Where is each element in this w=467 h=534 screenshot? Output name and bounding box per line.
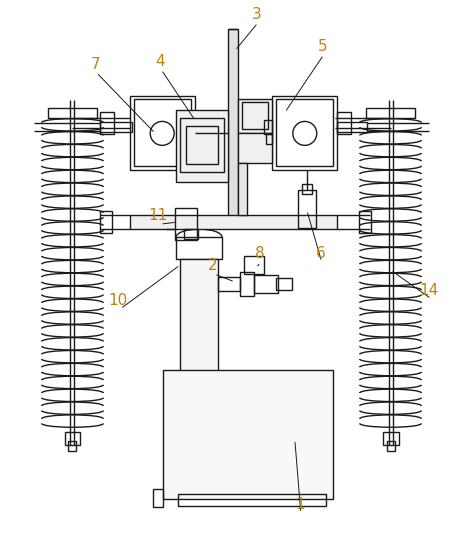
Text: 11: 11 bbox=[148, 208, 168, 223]
Text: 2: 2 bbox=[208, 258, 218, 273]
Bar bbox=[130, 96, 195, 170]
Bar bbox=[100, 113, 114, 135]
Bar bbox=[242, 103, 268, 129]
Text: 3: 3 bbox=[252, 7, 262, 22]
Bar bbox=[272, 96, 337, 170]
Bar bbox=[175, 208, 197, 240]
Bar bbox=[337, 122, 367, 132]
Bar bbox=[100, 122, 132, 132]
Bar bbox=[266, 135, 272, 144]
Bar bbox=[48, 108, 98, 119]
Bar bbox=[69, 442, 77, 451]
Bar bbox=[228, 29, 238, 228]
Text: 4: 4 bbox=[155, 53, 165, 68]
Text: 10: 10 bbox=[108, 293, 127, 308]
Bar bbox=[64, 431, 80, 445]
Bar bbox=[298, 190, 316, 228]
Text: 6: 6 bbox=[316, 246, 325, 261]
Bar bbox=[382, 431, 398, 445]
Text: 1: 1 bbox=[295, 497, 304, 512]
Bar bbox=[238, 134, 272, 163]
Bar bbox=[366, 108, 416, 119]
Bar bbox=[176, 237, 222, 259]
Bar bbox=[337, 113, 351, 135]
Bar bbox=[244, 256, 264, 274]
Bar bbox=[178, 494, 325, 506]
Bar bbox=[130, 215, 337, 229]
Bar bbox=[302, 184, 312, 194]
Bar bbox=[184, 229, 198, 239]
Bar bbox=[153, 489, 163, 507]
Bar bbox=[387, 442, 395, 451]
Bar bbox=[176, 111, 228, 182]
Bar bbox=[180, 259, 218, 389]
Bar bbox=[218, 277, 240, 291]
Bar bbox=[264, 121, 272, 135]
Bar bbox=[254, 275, 278, 293]
Bar bbox=[238, 98, 272, 134]
Bar bbox=[240, 272, 254, 296]
Bar bbox=[180, 119, 224, 172]
Bar bbox=[186, 127, 218, 164]
Text: 8: 8 bbox=[255, 246, 265, 261]
Bar bbox=[276, 278, 292, 290]
Bar bbox=[276, 99, 333, 166]
Bar bbox=[100, 211, 113, 233]
Text: 7: 7 bbox=[91, 57, 100, 72]
Bar bbox=[359, 211, 371, 233]
Text: 5: 5 bbox=[318, 38, 327, 53]
Text: 14: 14 bbox=[419, 283, 439, 298]
Bar bbox=[163, 370, 333, 499]
Bar bbox=[134, 99, 191, 166]
Bar bbox=[238, 163, 247, 215]
